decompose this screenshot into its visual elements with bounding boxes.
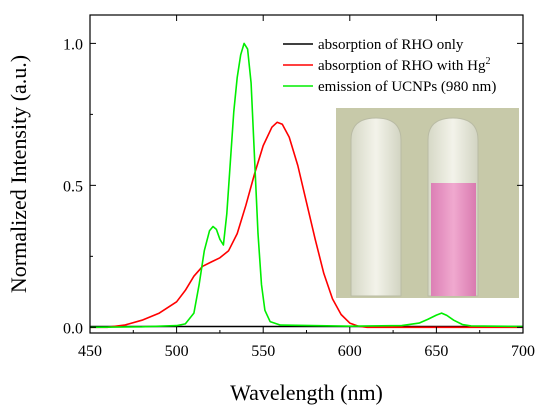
x-tick-label: 700 [511, 343, 535, 360]
series-lines [89, 42, 524, 329]
x-tick-label: 450 [78, 343, 102, 360]
y-axis: 0.0 0.5 1.0 [63, 36, 523, 337]
y-tick-label: 1.0 [63, 36, 83, 53]
x-tick-label: 550 [251, 343, 275, 360]
x-tick-label: 600 [338, 343, 362, 360]
pink-solution [431, 183, 476, 296]
legend-label: emission of UCNPs (980 nm) [318, 79, 496, 95]
legend-label: absorption of RHO with Hg2 [318, 56, 491, 74]
legend-superscript: 2 [486, 56, 491, 67]
x-axis: 450 500 550 600 650 700 [78, 15, 535, 360]
x-tick-label: 500 [165, 343, 189, 360]
y-tick-label: 0.0 [63, 320, 83, 337]
y-axis-label: Normalized Intensity (a.u.) [6, 55, 31, 293]
x-axis-label: Wavelength (nm) [230, 380, 383, 405]
series-line-2 [90, 121, 523, 329]
series-line-3 [89, 42, 524, 329]
clear-vial [350, 117, 402, 297]
inset-photo [336, 108, 519, 298]
x-tick-label: 650 [424, 343, 448, 360]
legend-label: absorption of RHO only [318, 37, 464, 53]
legend: absorption of RHO only absorption of RHO … [283, 37, 496, 95]
y-tick-label: 0.5 [63, 178, 83, 195]
